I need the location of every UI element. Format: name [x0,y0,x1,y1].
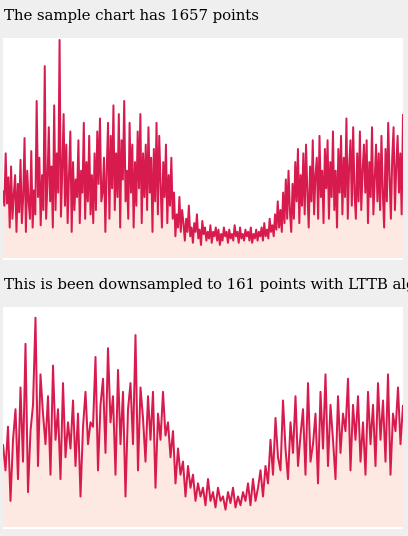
original-chart-panel [3,38,403,260]
original-area-chart [3,39,403,258]
series-area-fill [3,317,403,527]
downsampled-area-chart [3,316,403,527]
series-line [3,316,403,511]
original-chart-caption: The sample chart has 1657 points [4,6,259,24]
downsampled-chart-panel [3,307,403,529]
series-line [3,39,403,246]
downsampled-chart-caption: This is been downsampled to 161 points w… [4,275,408,293]
